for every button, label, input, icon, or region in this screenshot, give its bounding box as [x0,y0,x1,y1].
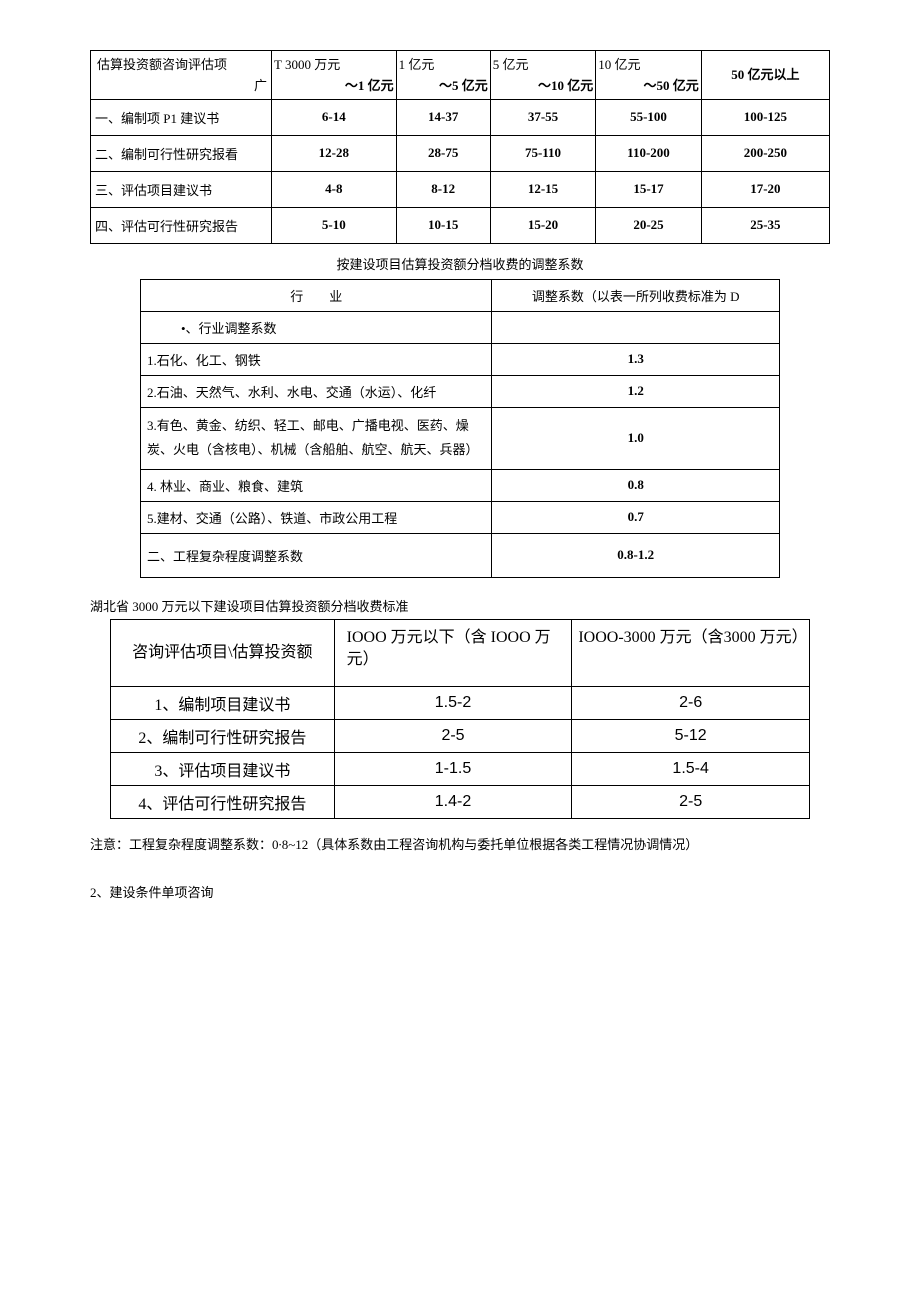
paragraph-2: 2、建设条件单项咨询 [90,882,830,901]
t2-section2-val: 0.8-1.2 [492,533,780,577]
t2-section2-label: 二、工程复杂程度调整系数 [141,533,492,577]
t1-hdr-left-line1: 估算投资额咨询评估项 [97,57,227,72]
t1-col-2: 5 亿元 〜10 亿元 [490,51,595,100]
t1-col-3: 10 亿元 〜50 亿元 [596,51,701,100]
t1-row-0: 一、编制项 P1 建议书 6-14 14-37 37-55 55-100 100… [91,99,830,135]
t1-header-left: 估算投资额咨询评估项 广 [91,51,272,100]
t1-row-2: 三、评估项目建议书 4-8 8-12 12-15 15-17 17-20 [91,171,830,207]
caption-hubei: 湖北省 3000 万元以下建设项目估算投资额分档收费标准 [90,596,830,615]
t1-row-1: 二、编制可行性研究报看 12-28 28-75 75-110 110-200 2… [91,135,830,171]
t1-col-4: 50 亿元以上 [701,51,829,100]
t2-head-left: 行 业 [141,279,492,311]
hubei-fee-table: 咨询评估项目\估算投资额 IOOO 万元以下（含 IOOO 万元） IOOO-3… [110,619,810,819]
t2-section1: •、行业调整系数 [141,311,492,343]
t1-row-3: 四、评估可行性研究报告 5-10 10-15 15-20 20-25 25-35 [91,207,830,243]
caption-adjustment-coef: 按建设项目估算投资额分档收费的调整系数 [90,254,830,273]
t3-head-mid: IOOO 万元以下（含 IOOO 万元） [334,619,572,686]
adjustment-coef-table: 行 业 调整系数（以表一所列收费标准为 D •、行业调整系数 1.石化、化工、钢… [140,279,780,578]
t1-col-1: 1 亿元 〜5 亿元 [396,51,490,100]
t2-head-right: 调整系数（以表一所列收费标准为 D [492,279,780,311]
t1-hdr-left-line2: 广 [97,76,267,97]
note-text: 注意：工程复杂程度调整系数：0∙8~12（具体系数由工程咨询机构与委托单位根据各… [90,833,830,858]
t1-col-0: T 3000 万元 〜1 亿元 [272,51,397,100]
fee-standard-table: 估算投资额咨询评估项 广 T 3000 万元 〜1 亿元 1 亿元 〜5 亿元 … [90,50,830,244]
t3-head-right: IOOO-3000 万元（含3000 万元） [572,619,810,686]
t3-head-left: 咨询评估项目\估算投资额 [111,619,335,686]
